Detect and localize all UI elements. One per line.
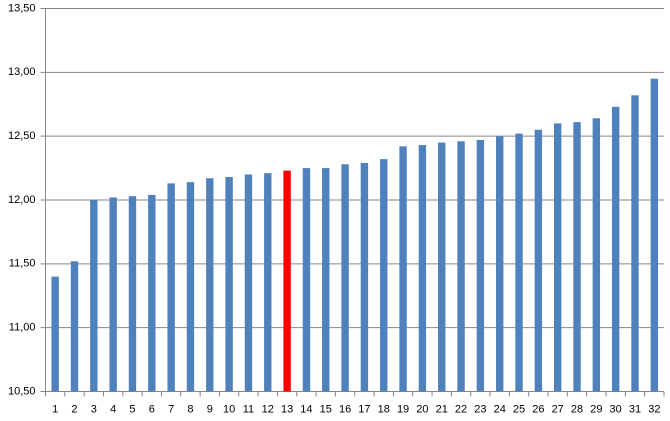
y-tick-label: 13,50 bbox=[8, 2, 36, 14]
bar bbox=[553, 123, 562, 392]
x-tick-label: 32 bbox=[648, 403, 660, 415]
bar bbox=[611, 106, 620, 392]
y-tick-label: 12,50 bbox=[8, 130, 36, 142]
y-tick-label: 11,50 bbox=[9, 258, 36, 270]
bar bbox=[225, 177, 233, 392]
bar bbox=[109, 197, 117, 392]
bar bbox=[264, 173, 272, 392]
x-tick-label: 21 bbox=[436, 403, 448, 415]
x-tick-label: 22 bbox=[455, 403, 467, 415]
bar bbox=[592, 118, 601, 392]
bar bbox=[399, 146, 407, 392]
x-tick-label: 25 bbox=[513, 403, 525, 415]
x-tick-label: 5 bbox=[129, 403, 135, 415]
x-tick-label: 24 bbox=[494, 403, 506, 415]
x-tick-label: 16 bbox=[339, 403, 351, 415]
bar bbox=[457, 141, 465, 392]
bar bbox=[128, 196, 137, 392]
x-tick-label: 11 bbox=[243, 403, 254, 415]
x-tick-label: 4 bbox=[110, 403, 116, 415]
x-tick-label: 19 bbox=[397, 403, 409, 415]
x-tick-label: 18 bbox=[378, 403, 390, 415]
x-tick-label: 8 bbox=[187, 403, 193, 415]
bar bbox=[476, 139, 485, 392]
bar bbox=[534, 129, 543, 392]
x-tick-label: 31 bbox=[629, 403, 641, 415]
y-tick-label: 11,00 bbox=[9, 322, 36, 334]
x-tick-label: 20 bbox=[416, 403, 428, 415]
bar bbox=[283, 170, 291, 392]
bar bbox=[380, 159, 388, 392]
bar bbox=[631, 95, 639, 392]
x-tick-label: 6 bbox=[149, 403, 155, 415]
x-tick-label: 14 bbox=[300, 403, 312, 415]
bar bbox=[148, 194, 156, 392]
bar bbox=[186, 182, 195, 392]
bar bbox=[244, 174, 253, 392]
bar bbox=[341, 164, 349, 392]
bar bbox=[438, 142, 446, 392]
x-tick-label: 29 bbox=[590, 403, 602, 415]
y-tick-label: 10,50 bbox=[8, 385, 36, 397]
x-tick-label: 9 bbox=[207, 403, 213, 415]
bar bbox=[302, 168, 311, 392]
x-tick-label: 3 bbox=[91, 403, 97, 415]
y-tick-label: 13,00 bbox=[8, 66, 36, 78]
x-tick-label: 15 bbox=[320, 403, 332, 415]
x-tick-label: 30 bbox=[610, 403, 622, 415]
bar bbox=[70, 261, 79, 392]
x-tick-label: 2 bbox=[71, 403, 77, 415]
y-tick-label: 12,00 bbox=[8, 194, 36, 206]
x-tick-label: 28 bbox=[571, 403, 583, 415]
x-tick-label: 26 bbox=[532, 403, 544, 415]
x-tick-label: 1 bbox=[52, 403, 58, 415]
x-tick-label: 17 bbox=[358, 403, 370, 415]
bar bbox=[90, 200, 98, 392]
x-tick-label: 23 bbox=[474, 403, 486, 415]
bar bbox=[650, 78, 659, 392]
bar bbox=[496, 136, 504, 392]
x-tick-label: 13 bbox=[281, 403, 293, 415]
bar bbox=[515, 133, 523, 392]
bar bbox=[51, 276, 59, 392]
x-tick-label: 12 bbox=[262, 403, 274, 415]
x-tick-label: 10 bbox=[223, 403, 235, 415]
bar bbox=[418, 145, 427, 392]
bar bbox=[360, 162, 369, 392]
bar bbox=[573, 122, 581, 392]
bar bbox=[167, 183, 175, 392]
x-tick-label: 7 bbox=[168, 403, 174, 415]
bar bbox=[322, 168, 330, 392]
x-tick-label: 27 bbox=[552, 403, 564, 415]
bar bbox=[206, 178, 214, 392]
